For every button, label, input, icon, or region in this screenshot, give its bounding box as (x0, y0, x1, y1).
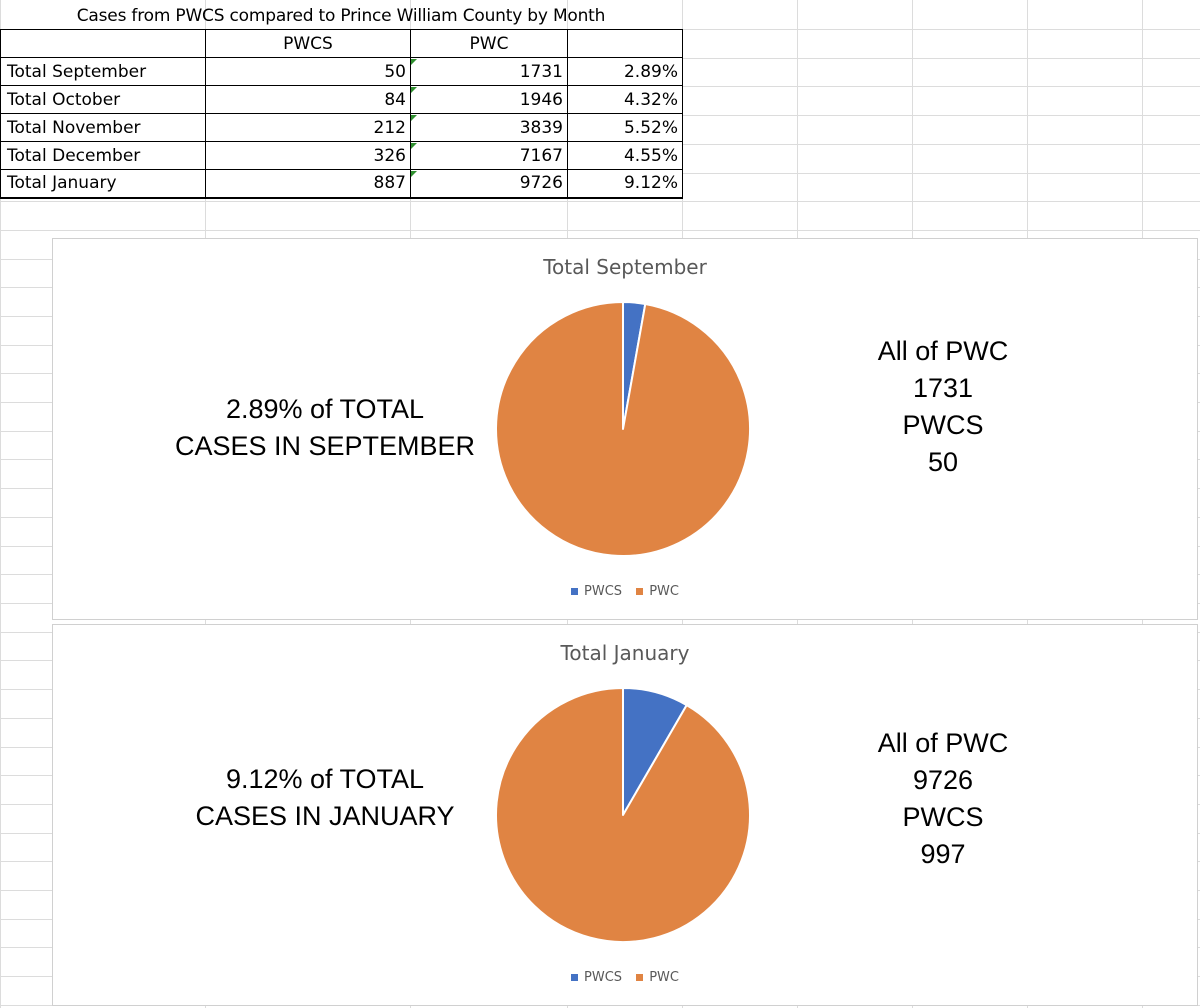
legend-swatch-pwc-icon (636, 974, 644, 981)
chart-title: Total September (543, 255, 707, 279)
cell-pwcs[interactable]: 887 (205, 169, 418, 199)
header-cell-pwcs[interactable]: PWCS (205, 29, 411, 58)
cell-month[interactable]: Total January (0, 169, 206, 199)
legend-label-pwcs: PWCS (584, 584, 623, 599)
annotation-line: CASES IN SEPTEMBER (174, 431, 476, 461)
table-row: Total November 212 3839 5.52% (0, 113, 683, 142)
cell-pwcs[interactable]: 84 (205, 85, 418, 114)
cell-pwcs[interactable]: 50 (205, 57, 418, 86)
header-cell-percent[interactable] (567, 29, 683, 58)
cell-percent[interactable]: 2.89% (567, 57, 683, 86)
pie-slice-pwc[interactable] (495, 687, 751, 943)
header-cell-pwc[interactable]: PWC (410, 29, 568, 58)
annotation-line: PWCS (902, 802, 984, 832)
annotation-line: 997 (920, 839, 966, 869)
annotation-line: 2.89% of TOTAL (225, 394, 425, 424)
legend-swatch-pwcs-icon (571, 974, 579, 981)
legend-label-pwc: PWC (649, 584, 679, 599)
legend-item-pwcs: PWCS (571, 970, 622, 985)
cell-percent[interactable]: 5.52% (567, 113, 683, 142)
chart-legend: PWCS PWC (53, 584, 1197, 599)
cell-month[interactable]: Total September (0, 57, 206, 86)
cell-pwc[interactable]: 1731 (410, 57, 568, 86)
table-row: Total September 50 1731 2.89% (0, 57, 683, 86)
cell-percent[interactable]: 4.55% (567, 141, 683, 170)
annotation-line: 1731 (912, 373, 974, 403)
legend-swatch-pwcs-icon (571, 588, 579, 595)
legend-item-pwcs: PWCS (571, 584, 622, 599)
annotation-percent: 2.89% of TOTAL CASES IN SEPTEMBER (145, 391, 505, 465)
chart-panel-september[interactable]: Total September PWCS PWC 2.89% of TOTAL … (52, 238, 1198, 620)
cell-month[interactable]: Total November (0, 113, 206, 142)
pie-slice-pwc[interactable] (495, 301, 751, 557)
legend-label-pwc: PWC (649, 970, 679, 985)
cell-month[interactable]: Total December (0, 141, 206, 170)
cell-pwc[interactable]: 1946 (410, 85, 568, 114)
table-header-row: PWCS PWC (0, 29, 683, 58)
cell-pwcs[interactable]: 212 (205, 113, 418, 142)
annotation-line: All of PWC (877, 336, 1009, 366)
legend-swatch-pwc-icon (636, 588, 644, 595)
cell-percent[interactable]: 4.32% (567, 85, 683, 114)
pie-chart-january[interactable] (493, 685, 753, 945)
cell-pwc[interactable]: 7167 (410, 141, 568, 170)
cell-month[interactable]: Total October (0, 85, 206, 114)
annotation-counts: All of PWC 1731 PWCS 50 (813, 333, 1073, 481)
chart-panel-january[interactable]: Total January PWCS PWC 9.12% of TOTAL CA… (52, 624, 1198, 1006)
table-row: Total January 887 9726 9.12% (0, 169, 683, 199)
chart-legend: PWCS PWC (53, 970, 1197, 985)
cell-pwc[interactable]: 9726 (410, 169, 568, 199)
cell-percent[interactable]: 9.12% (567, 169, 683, 199)
legend-item-pwc: PWC (636, 584, 679, 599)
legend-item-pwc: PWC (636, 970, 679, 985)
header-cell-label[interactable] (0, 29, 206, 58)
cell-pwc[interactable]: 3839 (410, 113, 568, 142)
annotation-counts: All of PWC 9726 PWCS 997 (813, 725, 1073, 873)
annotation-percent: 9.12% of TOTAL CASES IN JANUARY (145, 761, 505, 835)
pie-chart-september[interactable] (493, 299, 753, 559)
annotation-line: 9.12% of TOTAL (225, 764, 425, 794)
cases-table: PWCS PWC Total September 50 1731 2.89% T… (0, 29, 683, 199)
annotation-line: 9726 (912, 765, 974, 795)
annotation-line: 50 (927, 447, 959, 477)
cell-pwcs[interactable]: 326 (205, 141, 418, 170)
annotation-line: All of PWC (877, 728, 1009, 758)
legend-label-pwcs: PWCS (584, 970, 623, 985)
table-row: Total December 326 7167 4.55% (0, 141, 683, 170)
table-title: Cases from PWCS compared to Prince Willi… (76, 6, 606, 26)
table-row: Total October 84 1946 4.32% (0, 85, 683, 114)
chart-title: Total January (560, 641, 690, 665)
annotation-line: PWCS (902, 410, 984, 440)
annotation-line: CASES IN JANUARY (195, 801, 455, 831)
